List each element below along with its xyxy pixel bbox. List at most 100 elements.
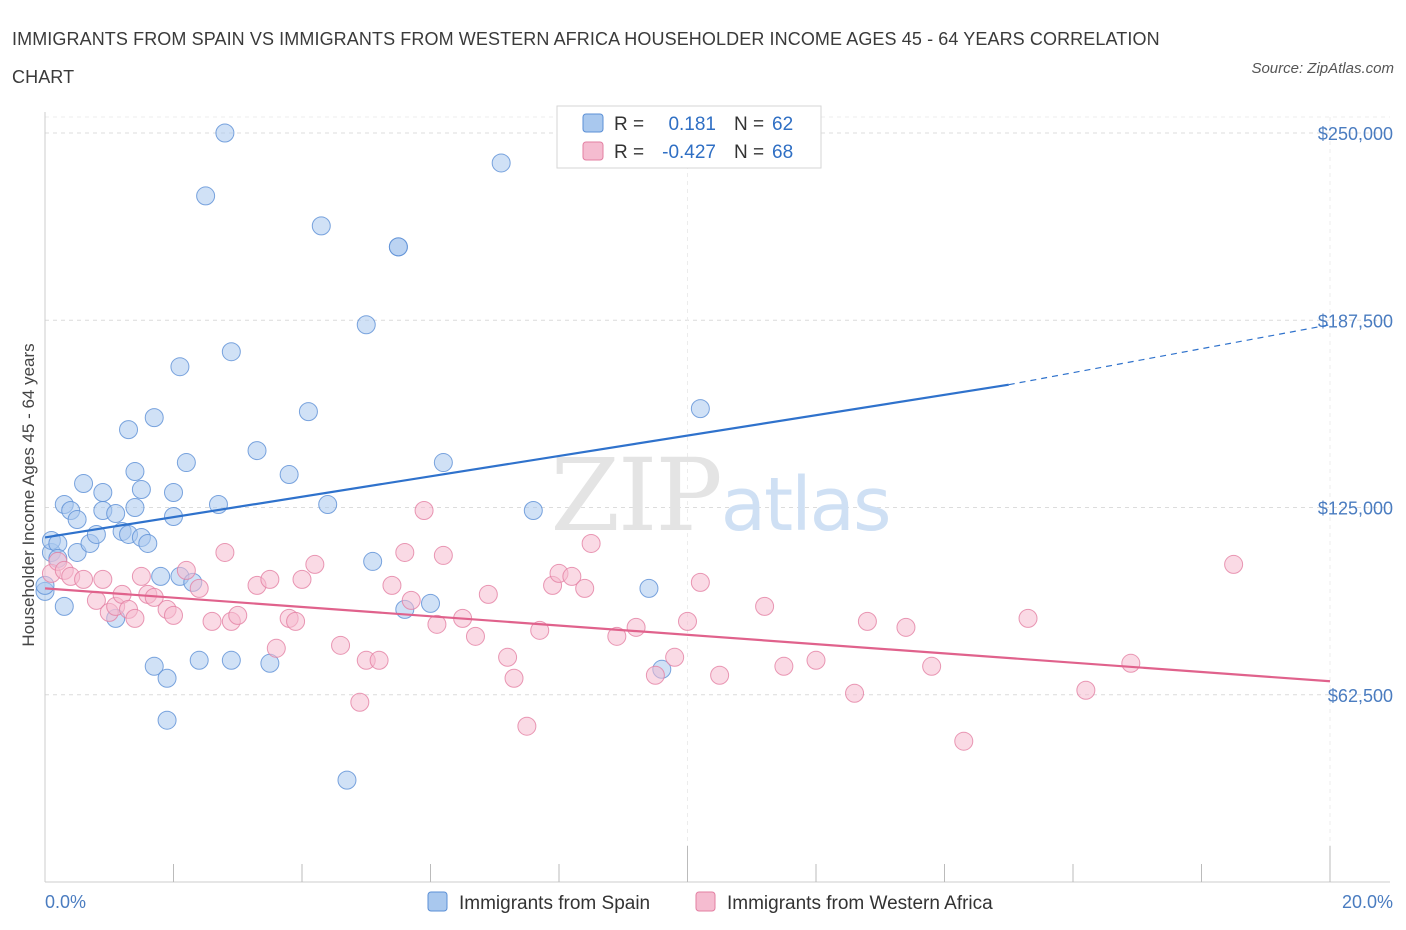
- point-western-africa: [517, 716, 537, 736]
- bottom-legend-label-spain: Immigrants from Spain: [459, 893, 650, 914]
- point-western-africa: [228, 605, 248, 625]
- point-spain: [164, 483, 183, 503]
- point-western-africa: [504, 668, 524, 688]
- point-western-africa: [1121, 653, 1141, 673]
- legend-r-label: R =: [614, 114, 644, 135]
- point-spain: [363, 551, 383, 571]
- point-western-africa: [1224, 554, 1244, 574]
- bottom-legend: Immigrants from Spain Immigrants from We…: [427, 891, 993, 914]
- legend-r-label: R =: [614, 142, 644, 163]
- point-western-africa: [131, 566, 151, 586]
- legend: R = 0.181 N = 62 R = -0.427 N = 68: [556, 105, 822, 169]
- point-spain: [131, 480, 151, 500]
- point-western-africa: [433, 545, 453, 565]
- point-spain: [119, 420, 139, 440]
- legend-n-value: 68: [772, 142, 793, 163]
- watermark: ZIPatlas: [550, 437, 889, 554]
- legend-n-label: N =: [734, 142, 764, 163]
- point-spain: [523, 500, 543, 520]
- point-spain: [298, 402, 318, 422]
- point-western-africa: [260, 569, 280, 589]
- point-western-africa: [331, 635, 351, 655]
- point-western-africa: [427, 614, 447, 634]
- point-western-africa: [896, 617, 916, 637]
- point-western-africa: [395, 542, 415, 562]
- point-western-africa: [176, 560, 196, 580]
- point-spain: [125, 462, 145, 482]
- point-western-africa: [645, 665, 665, 685]
- point-spain: [93, 483, 113, 503]
- point-western-africa: [626, 617, 646, 637]
- legend-n-value: 62: [772, 114, 793, 135]
- point-western-africa: [414, 500, 434, 520]
- point-spain: [311, 216, 331, 236]
- watermark-zip: ZIP: [550, 437, 720, 554]
- legend-swatch-wafrica: [582, 141, 604, 161]
- point-western-africa: [755, 596, 775, 616]
- point-spain: [189, 650, 209, 670]
- point-spain: [144, 408, 164, 428]
- point-western-africa: [607, 626, 627, 646]
- axis-layer: $62,500 $125,000 $187,500 $250,000 0.0% 20.0%: [44, 112, 1393, 912]
- point-spain: [138, 533, 158, 553]
- point-spain: [176, 453, 196, 473]
- point-western-africa: [1076, 680, 1096, 700]
- point-spain: [157, 710, 177, 730]
- point-western-africa: [93, 569, 113, 589]
- legend-swatch-spain: [582, 113, 604, 133]
- point-spain: [337, 770, 357, 790]
- point-western-africa: [575, 578, 595, 598]
- point-western-africa: [710, 665, 730, 685]
- point-spain: [221, 342, 241, 362]
- point-spain: [144, 656, 164, 676]
- point-western-africa: [292, 569, 312, 589]
- point-western-africa: [806, 650, 826, 670]
- y-tick-label: $62,500: [1328, 686, 1393, 706]
- point-spain: [491, 153, 511, 173]
- point-spain: [356, 315, 376, 335]
- point-spain: [157, 668, 177, 688]
- point-spain: [67, 509, 87, 529]
- point-spain: [318, 495, 338, 515]
- point-western-africa: [562, 566, 582, 586]
- point-western-africa: [478, 584, 498, 604]
- point-western-africa: [125, 608, 145, 628]
- point-western-africa: [202, 611, 222, 631]
- point-western-africa: [266, 638, 286, 658]
- y-axis-label: Householder Income Ages 45 - 64 years: [19, 343, 38, 646]
- point-spain: [690, 399, 710, 419]
- legend-r-value: -0.427: [662, 142, 716, 163]
- trend-line-spain: [44, 383, 1009, 539]
- point-western-africa: [954, 731, 974, 751]
- watermark-atlas: atlas: [721, 462, 890, 548]
- point-spain: [247, 441, 267, 461]
- point-western-africa: [690, 572, 710, 592]
- y-tick-label: $125,000: [1318, 499, 1393, 519]
- point-spain: [74, 474, 94, 494]
- point-western-africa: [215, 542, 235, 562]
- point-western-africa: [305, 554, 325, 574]
- point-western-africa: [1018, 608, 1038, 628]
- point-spain: [279, 465, 299, 485]
- trend-line-western-africa: [44, 587, 1331, 683]
- bottom-legend-label-wafrica: Immigrants from Western Africa: [727, 893, 993, 914]
- point-spain: [388, 237, 408, 257]
- chart-source: Source: ZipAtlas.com: [1251, 60, 1394, 77]
- y-tick-label: $250,000: [1318, 124, 1393, 144]
- point-western-africa: [581, 533, 601, 553]
- point-western-africa: [164, 605, 183, 625]
- point-spain: [106, 503, 126, 523]
- point-spain: [221, 650, 241, 670]
- point-spain: [170, 357, 190, 377]
- legend-r-value: 0.181: [668, 114, 716, 135]
- y-tick-label: $187,500: [1318, 311, 1393, 331]
- point-spain: [125, 498, 145, 517]
- legend-n-label: N =: [734, 114, 764, 135]
- point-western-africa: [498, 647, 518, 667]
- x-tick-label: 0.0%: [45, 892, 86, 912]
- bottom-legend-swatch-spain: [427, 891, 448, 912]
- point-spain: [54, 596, 74, 616]
- point-spain: [639, 578, 659, 598]
